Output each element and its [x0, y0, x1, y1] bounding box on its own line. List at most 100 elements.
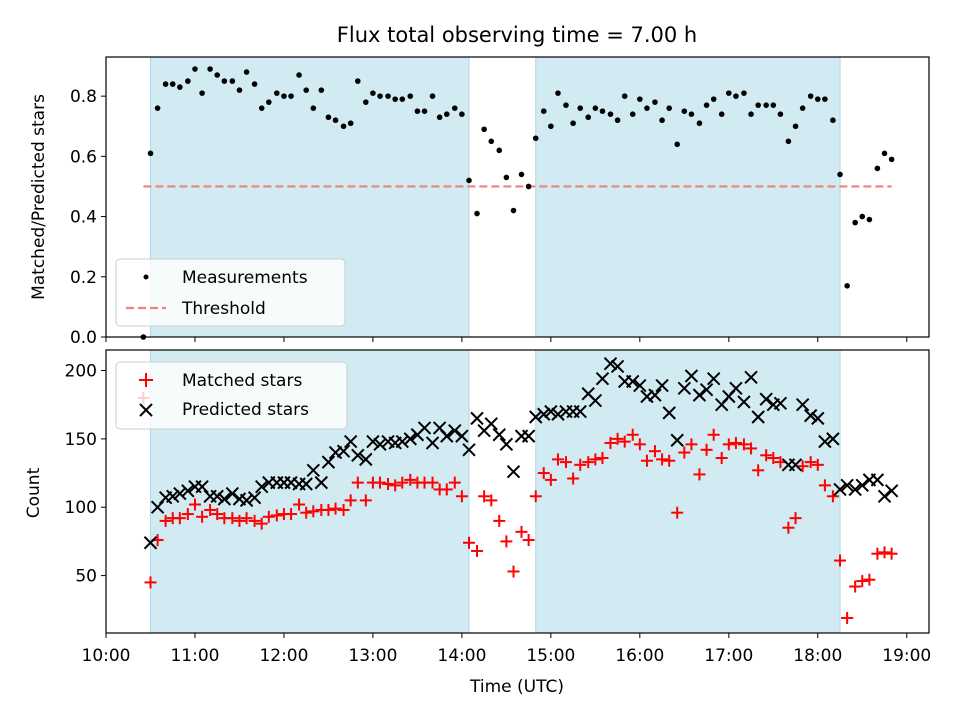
predicted-legend-marker [139, 403, 153, 417]
measurement-point-64 [614, 117, 621, 124]
top-axes: 0.0 0.2 0.4 0.6 0.8 [70, 56, 930, 348]
matched-star-point-68 [640, 454, 653, 467]
measurement-point-3 [162, 81, 169, 87]
matched-star-point-13 [233, 514, 246, 527]
measurement-point-6 [185, 78, 191, 84]
matched-star-point-57 [559, 456, 572, 469]
measurement-point-96 [852, 219, 858, 226]
measurement-point-13 [236, 87, 243, 93]
predicted-star-point-13 [239, 493, 254, 508]
matched-star-point-98 [863, 573, 876, 586]
measurement-point-45 [474, 210, 480, 217]
measurement-point-25 [325, 114, 332, 121]
measurement-point-70 [659, 117, 665, 124]
predicted-star-point-27 [343, 434, 358, 449]
measurement-point-81 [741, 90, 747, 96]
measurement-point-94 [837, 171, 843, 178]
matched-star-point-66 [626, 428, 639, 441]
measurements-legend-marker [143, 274, 149, 280]
measurement-point-99 [874, 165, 881, 172]
measurement-point-48 [496, 147, 503, 154]
predicted-star-point-24 [321, 455, 336, 469]
predicted-star-point-47 [492, 428, 506, 442]
matched-star-point-71 [663, 454, 676, 467]
measurement-point-47 [488, 138, 495, 145]
predicted-star-point-15 [254, 480, 269, 494]
matched-star-point-25 [322, 503, 335, 516]
top-y-tick-label-0: 0.0 [70, 328, 97, 348]
measurement-point-27 [340, 123, 347, 130]
measurement-point-74 [688, 111, 695, 118]
measurement-point-28 [347, 120, 354, 127]
top-axes-frame [105, 56, 930, 338]
measurement-point-63 [607, 111, 614, 118]
predicted-star-point-51 [521, 429, 536, 443]
matched-star-point-14 [240, 512, 253, 525]
predicted-star-point-61 [595, 372, 610, 386]
matched-star-point-16 [255, 517, 268, 530]
x-tick-label-9: 19:00 [882, 646, 931, 666]
predicted-star-point-49 [506, 464, 521, 479]
predicted-star-point-52 [529, 410, 543, 424]
measurement-point-8 [199, 90, 205, 96]
matched-star-point-18 [270, 509, 283, 522]
predicted-star-point-58 [573, 404, 587, 419]
matched-star-point-75 [693, 468, 706, 481]
measurement-point-101 [888, 156, 895, 163]
matched-star-point-74 [685, 438, 698, 451]
predicted-star-point-63 [610, 359, 625, 374]
matched-star-point-93 [826, 490, 839, 503]
matched-star-point-7 [188, 498, 201, 511]
predicted-star-point-37 [417, 421, 432, 435]
matched-star-point-101 [885, 547, 898, 560]
bottom-y-axis-label: Count [24, 467, 44, 518]
matched-star-point-65 [618, 435, 631, 448]
matched-star-point-100 [878, 546, 891, 559]
measurement-point-65 [621, 93, 628, 99]
x-tick-label-0: 10:00 [82, 646, 131, 666]
matched-star-point-62 [596, 452, 609, 465]
measurement-point-2 [154, 105, 161, 111]
measurement-point-85 [770, 102, 777, 108]
matched-star-point-67 [633, 438, 646, 451]
matched-star-point-84 [760, 449, 773, 462]
predicted-star-point-90 [811, 411, 825, 426]
chart-title: Flux total observing time = 7.00 h [337, 23, 697, 47]
measurement-point-77 [710, 96, 717, 102]
predicted-star-point-89 [803, 408, 818, 423]
measurement-point-9 [207, 66, 213, 72]
matched-star-point-30 [359, 494, 372, 507]
matched-star-point-34 [389, 479, 402, 492]
matched-star-point-44 [463, 536, 476, 549]
measurement-point-50 [510, 207, 517, 214]
matched-star-point-83 [752, 464, 765, 477]
top-legend: Measurements Threshold [115, 258, 346, 327]
bottom-y-tick-label-1: 100 [65, 498, 97, 518]
matched-star-point-92 [818, 479, 831, 492]
matched-star-point-82 [745, 442, 758, 455]
matched-star-point-88 [789, 512, 802, 525]
matched-star-point-89 [796, 460, 809, 473]
predicted-star-point-0 [143, 536, 158, 550]
matched-star-point-53 [529, 490, 542, 503]
measurement-point-34 [392, 96, 398, 102]
predicted-star-point-14 [247, 490, 262, 505]
measurement-point-31 [370, 90, 376, 96]
matched-star-point-42 [448, 476, 461, 489]
measurement-point-36 [407, 93, 414, 99]
matched-star-point-6 [181, 508, 194, 521]
matched-star-point-9 [204, 503, 217, 516]
matched-star-point-95 [841, 611, 854, 624]
predicted-star-point-79 [729, 381, 743, 395]
predicted-star-point-71 [670, 433, 684, 447]
measurement-point-15 [251, 81, 258, 87]
matched-star-point-49 [500, 535, 513, 548]
matched-star-point-85 [767, 452, 780, 465]
predicted-star-point-94 [840, 478, 854, 493]
matched-star-point-55 [544, 473, 557, 486]
measurement-point-92 [822, 96, 828, 102]
matched-star-point-90 [804, 456, 817, 469]
measurement-point-37 [414, 108, 421, 114]
matched-star-point-50 [507, 565, 520, 578]
measurement-point-4 [169, 81, 176, 87]
